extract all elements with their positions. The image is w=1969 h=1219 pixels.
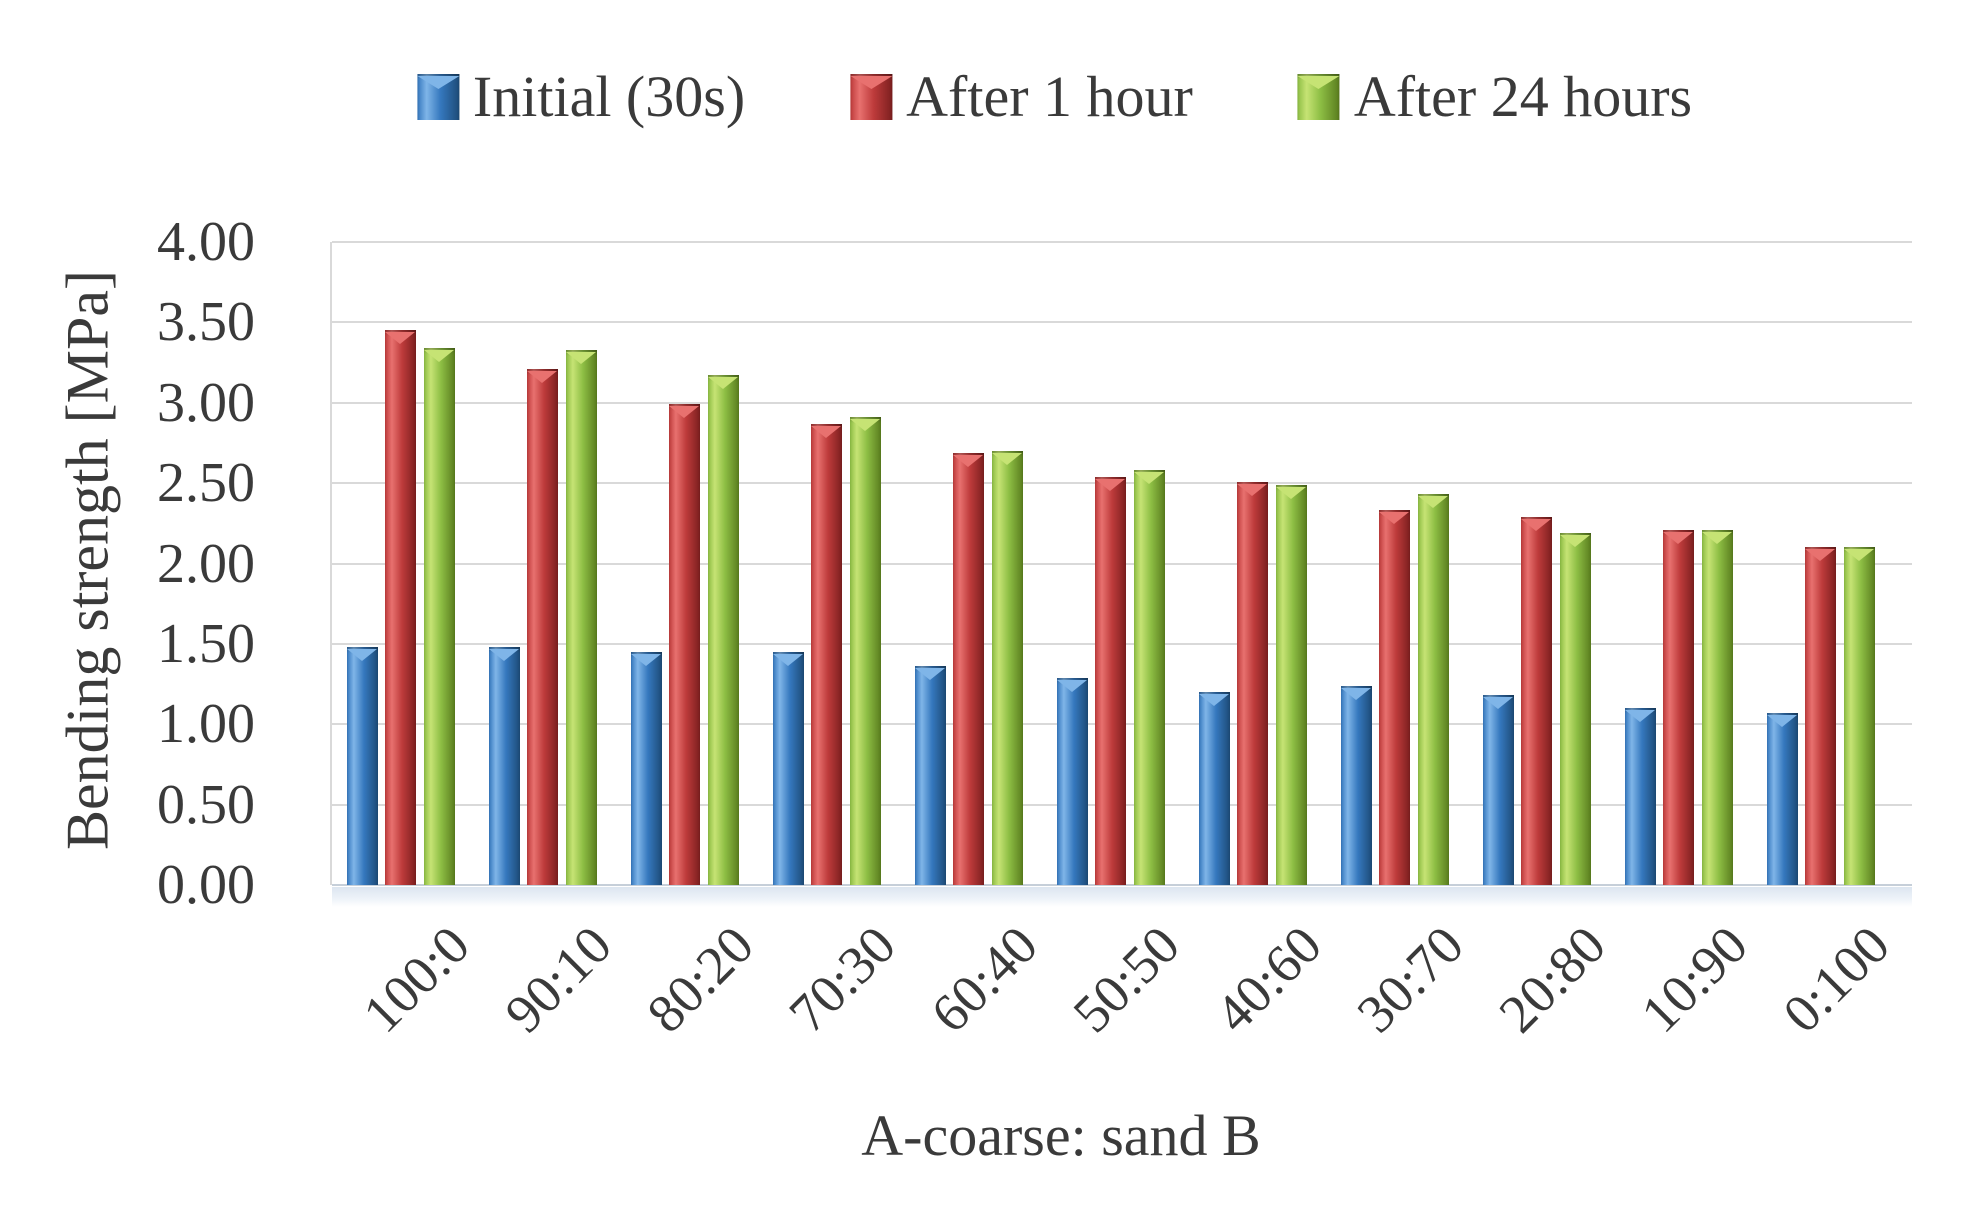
x-axis-title: A-coarse: sand B (861, 1103, 1261, 1168)
bar-after-24-hours-90:10 (566, 349, 597, 885)
x-axis-baseline (332, 884, 1912, 886)
bar-after-1-hour-40:60 (1237, 481, 1268, 885)
bar-initial-30s--70:30 (773, 651, 804, 885)
bar-initial-30s--50:50 (1057, 677, 1088, 885)
bar-after-24-hours-10:90 (1702, 529, 1733, 885)
bar-after-24-hours-80:20 (708, 375, 739, 885)
legend-marker-icon (1297, 74, 1340, 120)
bar-initial-30s--60:40 (915, 666, 946, 885)
legend-item-1: After 1 hour (850, 68, 1193, 126)
y-tick-label: 3.00 (157, 371, 255, 434)
bar-after-1-hour-60:40 (953, 452, 984, 885)
plot-floor-shading (332, 887, 1912, 907)
y-tick-label: 1.50 (157, 612, 255, 675)
bar-initial-30s--0:100 (1767, 713, 1798, 885)
y-tick-label: 0.00 (157, 854, 255, 916)
bar-after-24-hours-70:30 (850, 417, 881, 885)
bar-after-24-hours-0:100 (1844, 547, 1875, 885)
y-tick-label: 1.00 (157, 693, 255, 756)
y-tick-label: 0.50 (157, 773, 255, 836)
bar-after-1-hour-0:100 (1805, 547, 1836, 885)
legend-label: After 1 hour (906, 64, 1193, 129)
bar-after-1-hour-30:70 (1379, 510, 1410, 885)
y-tick-label: 2.00 (157, 532, 255, 595)
gridline (332, 401, 1912, 404)
y-tick-label: 3.50 (157, 291, 255, 354)
plot-area (330, 241, 1912, 907)
legend-item-0: Initial (30s) (416, 64, 746, 129)
bar-initial-30s--20:80 (1483, 695, 1514, 885)
bar-after-24-hours-100:0 (424, 348, 455, 885)
bar-after-1-hour-80:20 (669, 404, 700, 885)
bar-after-1-hour-50:50 (1095, 476, 1126, 885)
bar-initial-30s--90:10 (489, 647, 520, 885)
chart-legend: Initial (30s) After 1 hour After 24 hours (416, 64, 1693, 129)
bar-after-1-hour-20:80 (1521, 516, 1552, 885)
bar-initial-30s--40:60 (1199, 692, 1230, 885)
bar-after-24-hours-30:70 (1418, 494, 1449, 885)
bar-initial-30s--100:0 (347, 647, 378, 885)
gridline (332, 241, 1912, 243)
bar-initial-30s--10:90 (1625, 708, 1656, 885)
bar-initial-30s--80:20 (631, 651, 662, 885)
legend-item-2: After 24 hours (1297, 64, 1693, 129)
y-tick-label: 4.00 (157, 211, 255, 273)
bar-after-24-hours-40:60 (1276, 484, 1307, 885)
gridline (332, 321, 1912, 324)
legend-label: After 24 hours (1353, 64, 1693, 129)
bar-after-24-hours-50:50 (1134, 470, 1165, 885)
bar-after-1-hour-70:30 (811, 423, 842, 885)
bar-initial-30s--30:70 (1341, 685, 1372, 885)
bar-after-1-hour-90:10 (527, 369, 558, 885)
bar-after-24-hours-20:80 (1560, 532, 1591, 885)
legend-label: Initial (30s) (472, 64, 746, 129)
legend-marker-icon (416, 74, 459, 120)
bar-after-24-hours-60:40 (992, 450, 1023, 885)
bar-after-1-hour-100:0 (385, 330, 416, 885)
bar-after-1-hour-10:90 (1663, 529, 1694, 885)
y-tick-label: 2.50 (157, 452, 255, 515)
legend-marker-icon (850, 74, 893, 120)
